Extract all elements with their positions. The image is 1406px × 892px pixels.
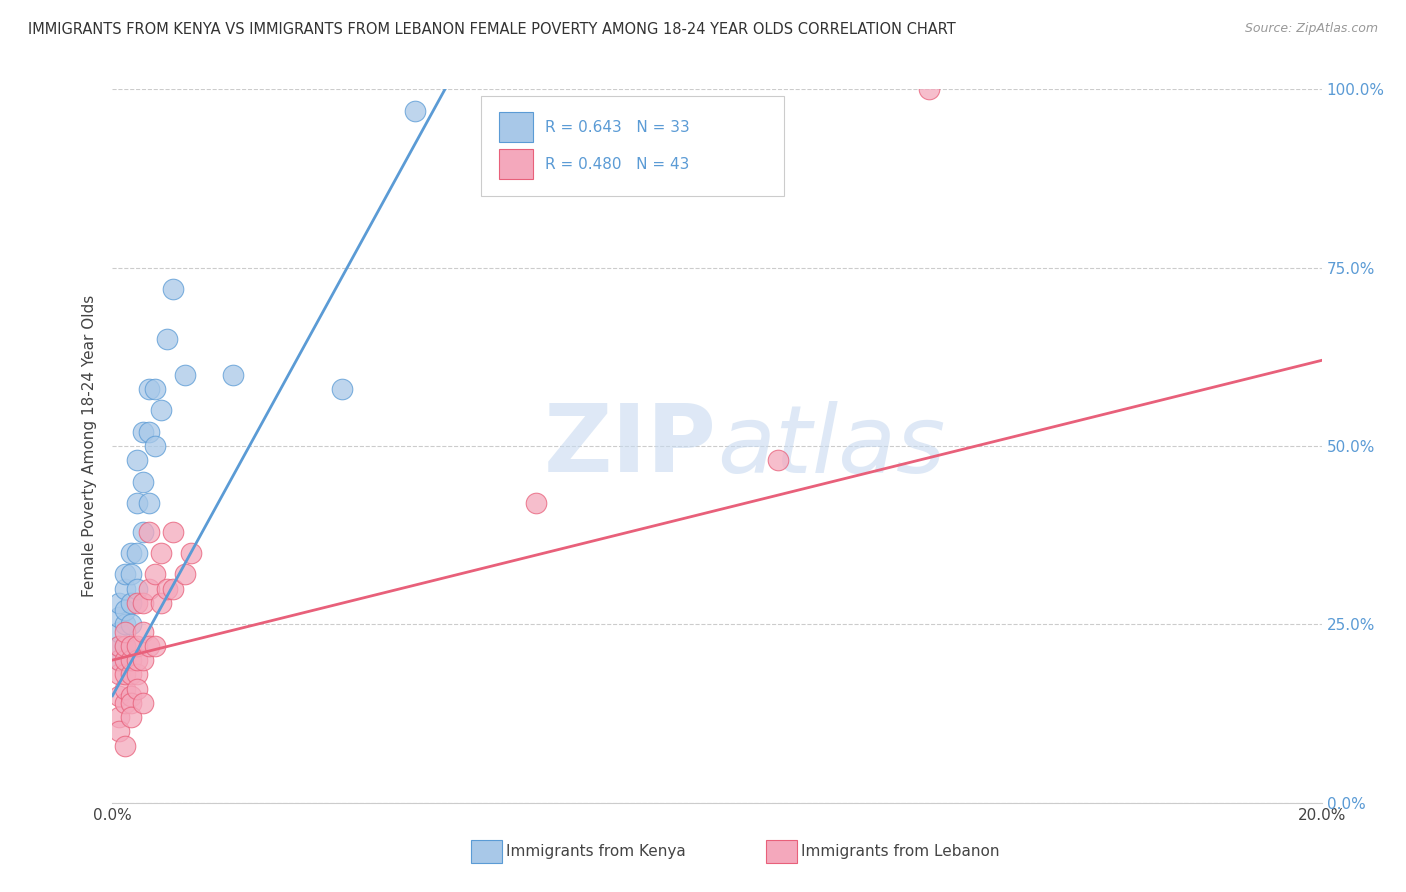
Point [114,653,136,667]
Point [114,696,136,710]
Text: Immigrants from Lebanon: Immigrants from Lebanon [801,845,1000,859]
Point [120,596,142,610]
Point [114,739,136,753]
Point [330,382,353,396]
Point [132,524,155,539]
Point [120,546,142,560]
Point [125,546,148,560]
Point [120,689,142,703]
Point [132,653,155,667]
Point [149,403,172,417]
Text: Immigrants from Kenya: Immigrants from Kenya [506,845,686,859]
Point [114,667,136,681]
Text: R = 0.480   N = 43: R = 0.480 N = 43 [546,157,690,171]
Text: IMMIGRANTS FROM KENYA VS IMMIGRANTS FROM LEBANON FEMALE POVERTY AMONG 18-24 YEAR: IMMIGRANTS FROM KENYA VS IMMIGRANTS FROM… [28,22,956,37]
Point [120,567,142,582]
Point [156,332,179,346]
Point [120,617,142,632]
Point [132,475,155,489]
Text: ZIP: ZIP [544,400,717,492]
Point [120,667,142,681]
Point [138,639,160,653]
Point [174,567,197,582]
Point [143,382,166,396]
Point [143,439,166,453]
Point [149,596,172,610]
Point [120,710,142,724]
Point [143,567,166,582]
Point [766,453,789,467]
Point [114,582,136,596]
Point [132,596,155,610]
Point [107,710,129,724]
Point [107,639,129,653]
Point [180,546,202,560]
Point [125,681,148,696]
Point [404,103,426,118]
Point [162,282,184,296]
Point [132,624,155,639]
Point [107,610,129,624]
Point [138,382,160,396]
Text: atlas: atlas [717,401,945,491]
Point [174,368,197,382]
Point [107,639,129,653]
Point [107,667,129,681]
Point [138,496,160,510]
Point [107,689,129,703]
Point [120,696,142,710]
Point [138,582,160,596]
Point [107,653,129,667]
Point [125,496,148,510]
Point [524,496,547,510]
Point [132,696,155,710]
Point [114,639,136,653]
Point [918,82,941,96]
Point [125,596,148,610]
Bar [499,112,533,142]
Point [138,524,160,539]
Point [114,617,136,632]
Point [162,582,184,596]
Point [156,582,179,596]
Point [125,653,148,667]
Text: R = 0.643   N = 33: R = 0.643 N = 33 [546,120,690,135]
Point [114,681,136,696]
Point [222,368,245,382]
Point [125,667,148,681]
Text: Source: ZipAtlas.com: Source: ZipAtlas.com [1244,22,1378,36]
Point [114,603,136,617]
Point [120,639,142,653]
Point [107,724,129,739]
Bar [499,149,533,179]
Point [125,453,148,467]
Point [107,653,129,667]
Point [125,639,148,653]
Point [138,425,160,439]
Point [114,624,136,639]
Point [143,639,166,653]
Point [132,425,155,439]
FancyBboxPatch shape [481,96,783,196]
Point [114,567,136,582]
Point [120,653,142,667]
Point [107,624,129,639]
Point [114,639,136,653]
Point [107,596,129,610]
Y-axis label: Female Poverty Among 18-24 Year Olds: Female Poverty Among 18-24 Year Olds [82,295,97,597]
Point [162,524,184,539]
Point [125,582,148,596]
Point [149,546,172,560]
